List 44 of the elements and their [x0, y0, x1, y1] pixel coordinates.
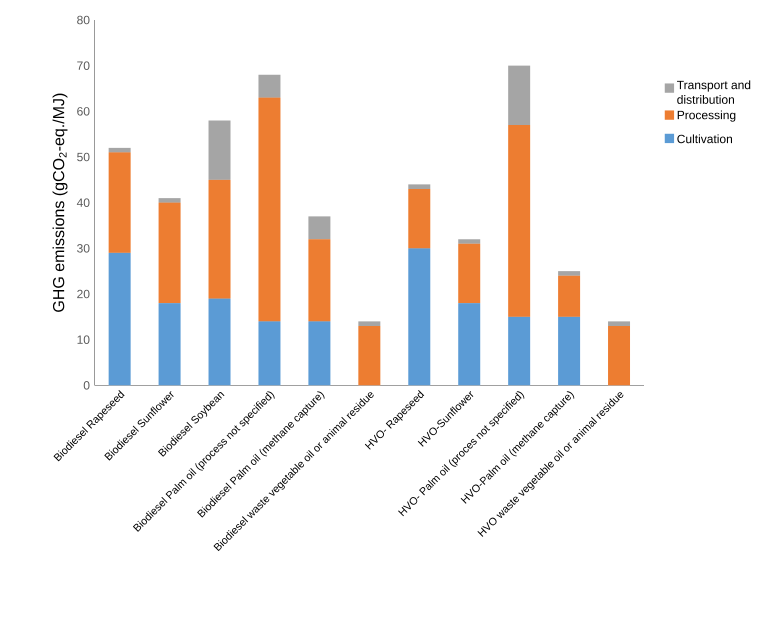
y-tick-label: 80: [77, 16, 90, 24]
y-tick-label: 40: [76, 198, 90, 207]
bar: [158, 198, 181, 203]
bar: [258, 98, 280, 322]
y-tick-label: 70: [77, 61, 90, 70]
y-tick-label: 0: [84, 381, 90, 390]
bar: [508, 125, 530, 317]
bar: [408, 188, 430, 248]
bar: [308, 239, 330, 322]
bar: [408, 184, 430, 189]
y-tick-label: 50: [77, 152, 90, 162]
bar: [308, 216, 330, 240]
legend-label: Transport and distribution: [677, 80, 750, 104]
bar: [208, 120, 231, 180]
bar: [458, 244, 480, 304]
y-tick-label: 20: [77, 290, 90, 298]
bar: [158, 202, 181, 304]
bar: [358, 321, 380, 326]
bar: [258, 74, 280, 98]
bar: [158, 303, 181, 386]
legend-label: Cultivation: [677, 134, 732, 144]
bar: [458, 303, 480, 386]
bar: [558, 271, 580, 276]
bar: [108, 252, 131, 386]
bar: [208, 180, 231, 299]
y-tick-label: 30: [77, 244, 90, 253]
bar: [608, 326, 630, 386]
bar: [558, 316, 580, 386]
y-tick-label: 60: [77, 107, 90, 116]
bar: [308, 321, 330, 386]
bar: [458, 239, 480, 244]
bar: [258, 321, 280, 386]
bar: [108, 148, 131, 152]
bar: [608, 321, 630, 326]
bar: [208, 298, 231, 386]
y-axis-title: GHG emissions (gCO$_{2}$-eq./MJ): [52, 94, 68, 312]
bar: [358, 326, 380, 386]
legend-label: Processing: [678, 110, 736, 122]
bar: [408, 248, 430, 386]
bar: [508, 66, 530, 126]
bar: [558, 276, 580, 317]
y-tick-label: 10: [78, 335, 90, 344]
bar: [508, 316, 530, 386]
bar: [108, 152, 131, 253]
